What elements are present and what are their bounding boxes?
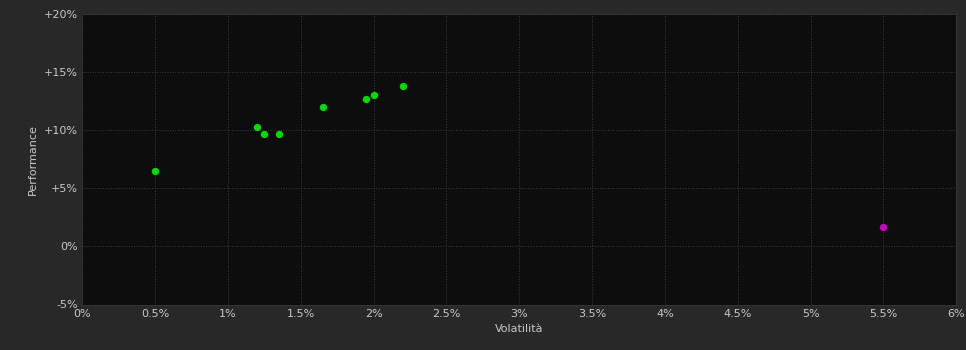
- Point: [315, 104, 330, 110]
- Point: [395, 83, 411, 89]
- X-axis label: Volatilità: Volatilità: [495, 324, 544, 334]
- Y-axis label: Performance: Performance: [28, 124, 39, 195]
- Point: [358, 96, 374, 101]
- Point: [257, 131, 272, 136]
- Point: [876, 224, 892, 230]
- Point: [147, 168, 162, 174]
- Point: [366, 92, 382, 98]
- Point: [271, 131, 287, 136]
- Point: [249, 124, 265, 130]
